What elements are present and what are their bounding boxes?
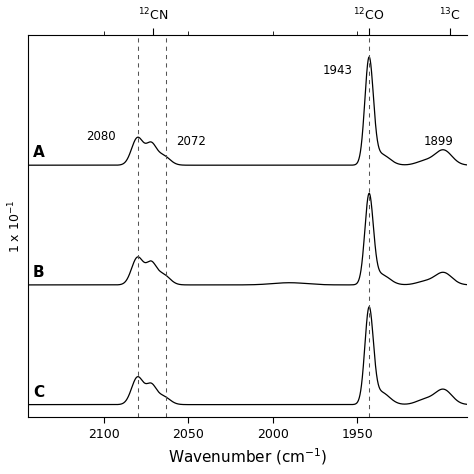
- Text: 2080: 2080: [86, 130, 116, 143]
- Text: A: A: [33, 146, 45, 161]
- Text: 1899: 1899: [424, 135, 454, 148]
- X-axis label: Wavenumber (cm$^{-1}$): Wavenumber (cm$^{-1}$): [168, 447, 327, 467]
- Y-axis label: 1 x 10$^{-1}$: 1 x 10$^{-1}$: [7, 200, 24, 253]
- Text: B: B: [33, 265, 45, 280]
- Text: 1943: 1943: [322, 64, 352, 77]
- Text: C: C: [33, 385, 44, 400]
- Text: 2072: 2072: [176, 136, 206, 148]
